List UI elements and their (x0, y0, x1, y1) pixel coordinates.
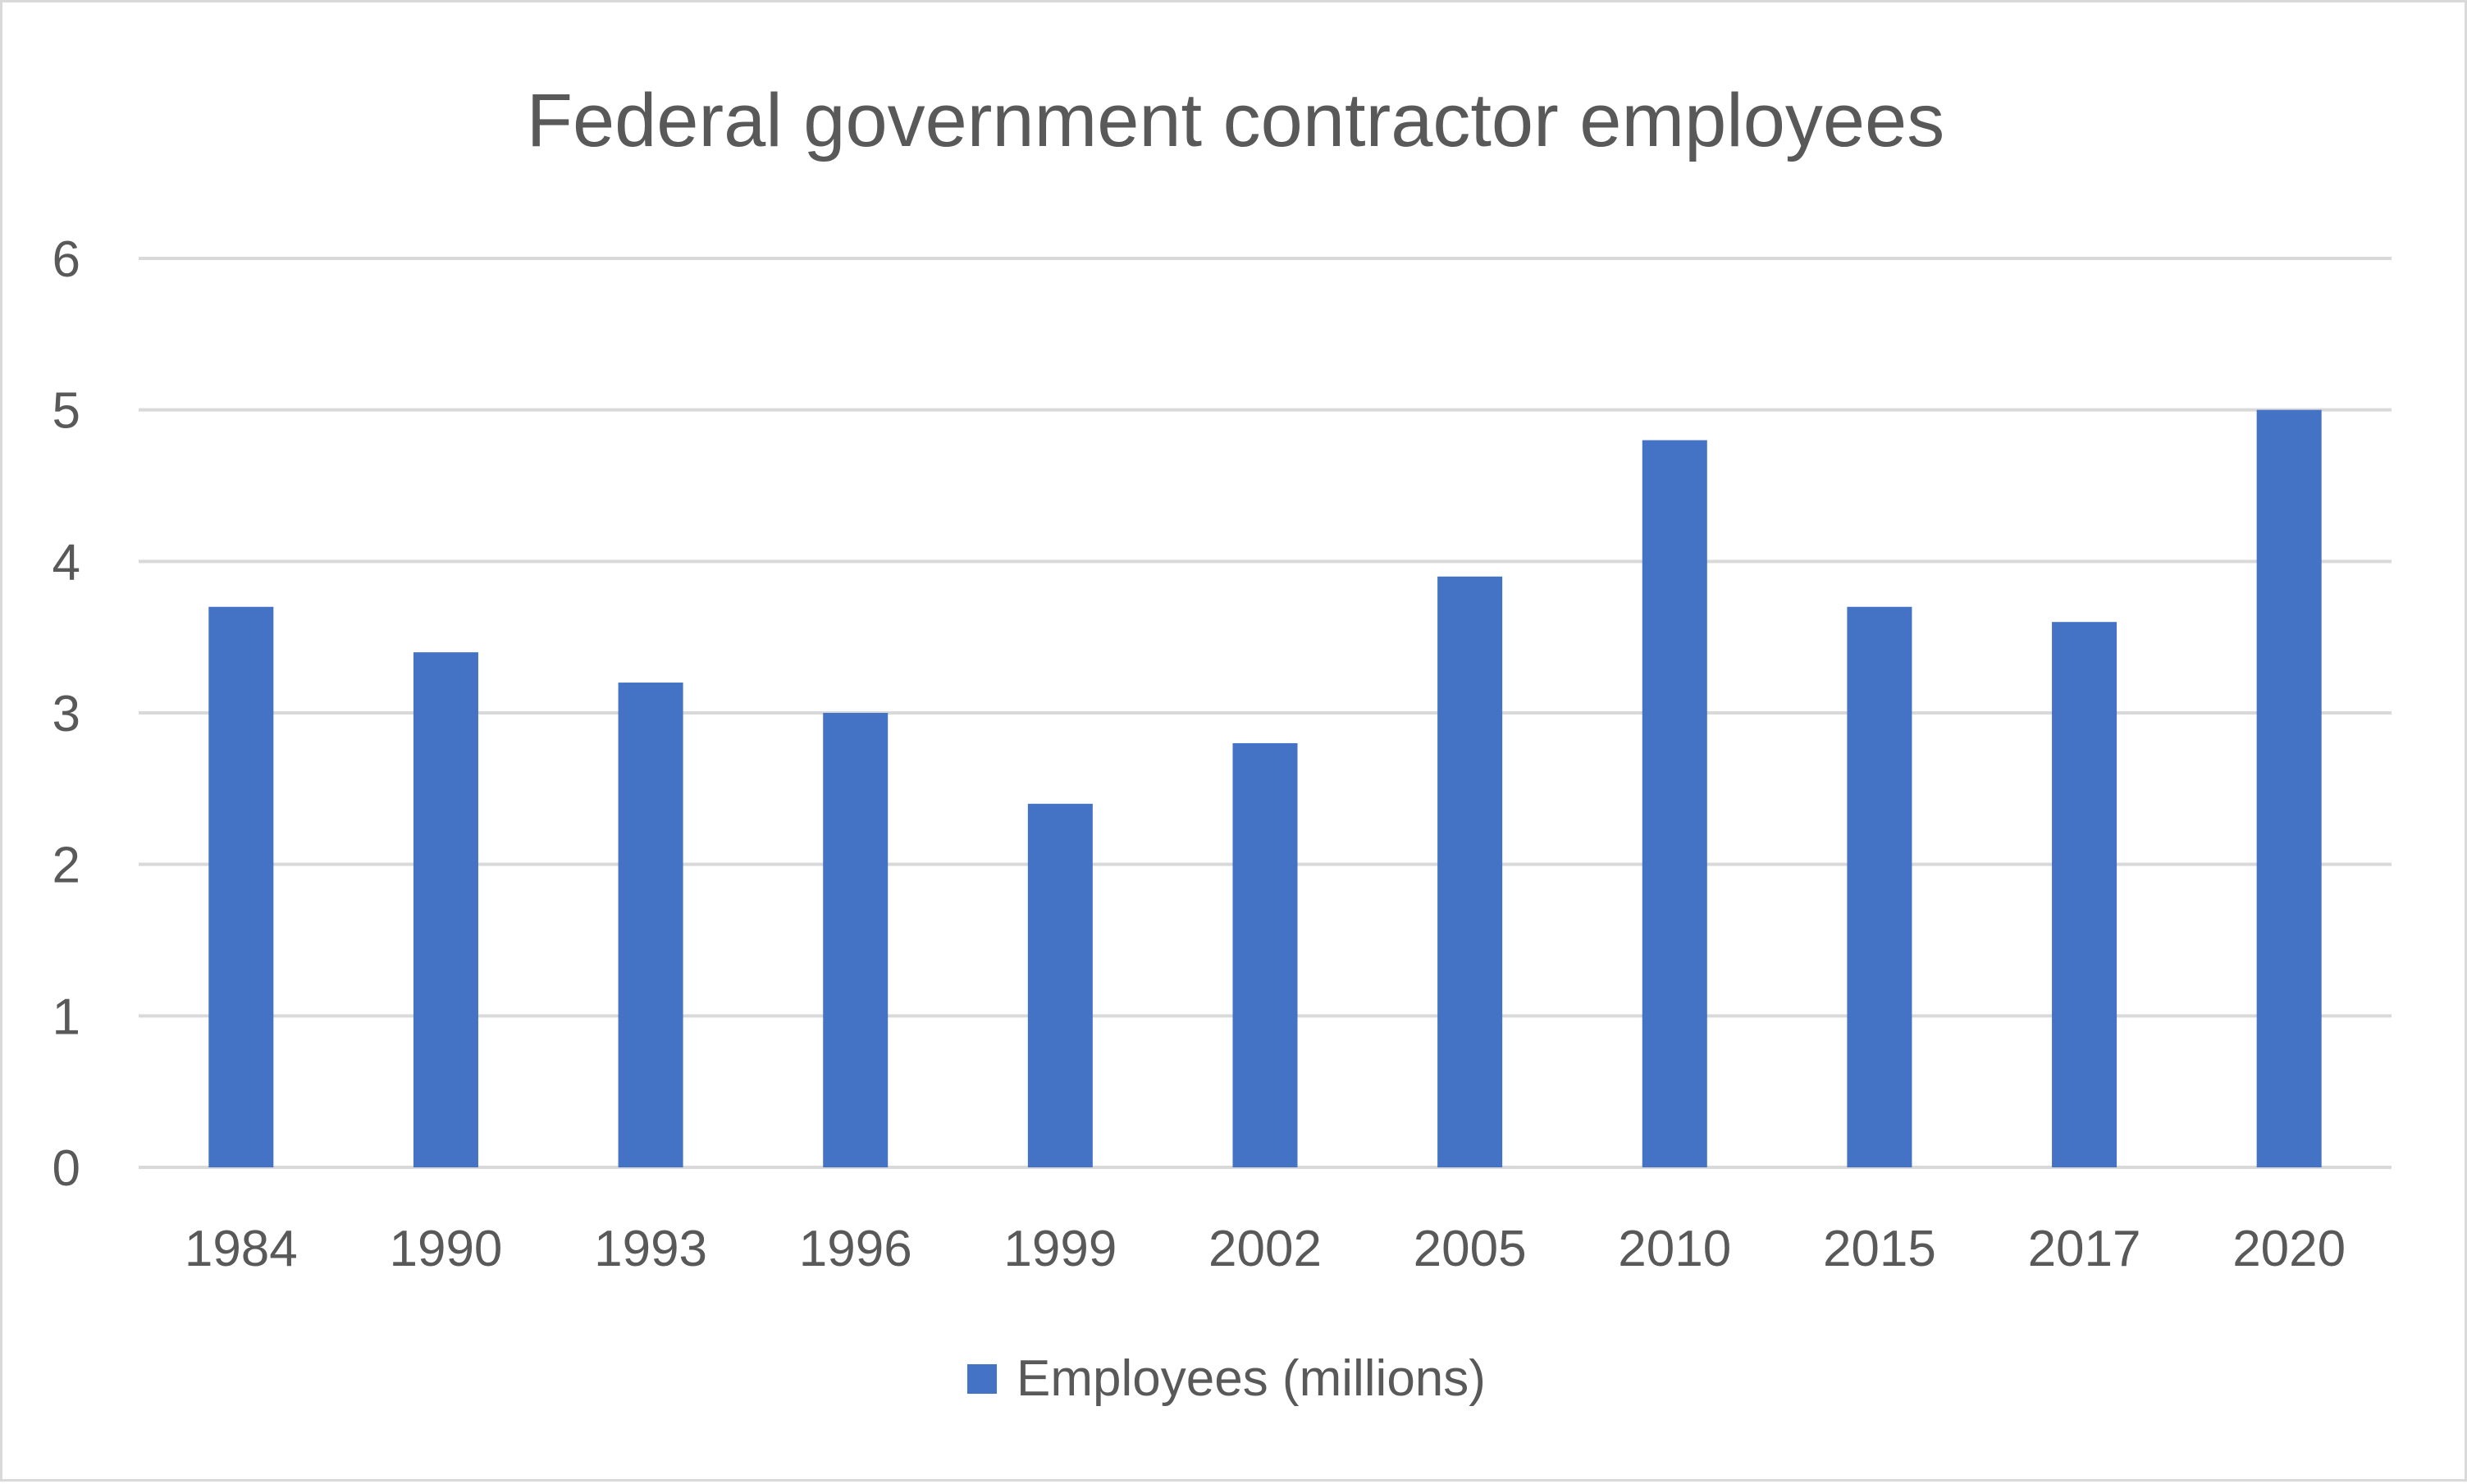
bar-2015 (1847, 606, 1912, 1167)
x-tick-label: 2002 (1208, 1221, 1322, 1277)
x-tick-label: 1984 (185, 1221, 298, 1277)
bar-2010 (1642, 440, 1707, 1167)
x-tick-label: 2015 (1823, 1221, 1936, 1277)
y-tick-label: 0 (53, 1140, 80, 1197)
bars (208, 409, 2322, 1168)
y-tick-label: 5 (53, 383, 80, 440)
bar-1993 (618, 683, 683, 1167)
bar-1999 (1027, 803, 1093, 1167)
x-tick-label: 1993 (594, 1221, 707, 1277)
y-tick-label: 2 (53, 838, 80, 894)
x-tick-label: 2017 (2028, 1221, 2141, 1277)
x-tick-label: 2020 (2232, 1221, 2346, 1277)
bar-2005 (1437, 576, 1503, 1167)
x-axis-tick-labels: 1984 1990 1993 1996 1999 2002 2005 2010 2015 2017… (185, 1221, 2346, 1277)
legend-label: Employees (millions) (1016, 1350, 1486, 1407)
x-tick-label: 2005 (1414, 1221, 1527, 1277)
y-tick-label: 4 (53, 534, 80, 591)
y-axis-tick-labels: 0 1 2 3 4 5 6 (53, 231, 80, 1197)
y-tick-label: 6 (53, 231, 80, 288)
y-tick-label: 1 (53, 989, 80, 1045)
bar-1996 (823, 713, 889, 1167)
bar-2020 (2256, 409, 2322, 1168)
bar-2002 (1232, 742, 1298, 1167)
bar-2017 (2052, 622, 2118, 1167)
bar-1984 (208, 606, 274, 1167)
x-tick-label: 1999 (1003, 1221, 1117, 1277)
legend-swatch (967, 1364, 997, 1394)
x-tick-label: 1990 (389, 1221, 502, 1277)
chart-title: Federal government contractor employees (527, 79, 1944, 162)
bar-1990 (413, 652, 478, 1167)
y-tick-label: 3 (53, 686, 80, 742)
x-tick-label: 2010 (1618, 1221, 1731, 1277)
legend: Employees (millions) (967, 1350, 1486, 1407)
x-tick-label: 1996 (799, 1221, 912, 1277)
